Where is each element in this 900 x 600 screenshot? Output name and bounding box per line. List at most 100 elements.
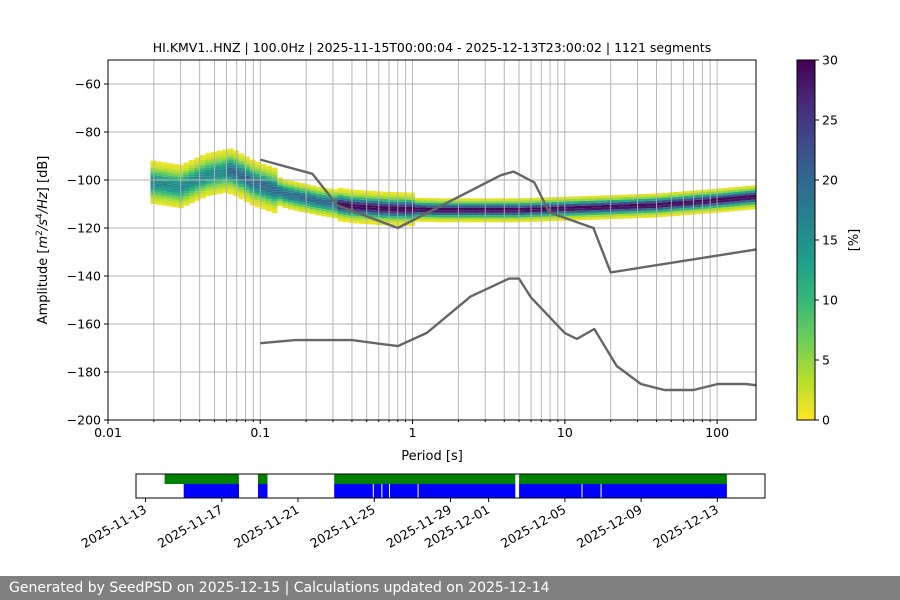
histogram-cell [161,171,168,175]
histogram-cell [436,203,443,206]
histogram-cell [233,157,239,161]
histogram-cell [590,200,597,204]
histogram-cell [420,219,427,222]
histogram-cell [695,211,702,215]
histogram-cell [497,205,504,208]
histogram-cell [596,195,603,199]
histogram-cell [387,192,394,195]
histogram-cell [392,223,399,226]
histogram-cell [640,215,647,218]
histogram-cell [403,206,410,210]
histogram-cell [161,167,168,170]
histogram-cell [255,202,261,205]
histogram-cell [502,212,509,216]
histogram-cell [458,205,465,208]
histogram-cell [310,204,316,208]
histogram-cell [337,199,344,203]
histogram-cell [519,200,526,203]
histogram-cell [442,217,449,220]
histogram-cell [563,199,570,202]
histogram-cell [524,202,531,206]
histogram-cell [425,202,432,206]
histogram-cell [524,217,531,220]
histogram-cell [486,205,493,208]
histogram-cell [183,191,190,194]
histogram-cell [739,198,746,201]
histogram-cell [563,206,570,209]
histogram-cell [552,206,559,210]
histogram-cell [304,198,311,202]
histogram-cell [271,186,278,190]
histogram-cell [717,202,724,206]
histogram-cell [629,196,636,200]
histogram-cell [541,216,548,220]
histogram-cell [640,213,647,216]
histogram-cell [645,212,652,216]
histogram-cell [194,157,201,160]
histogram-cell [266,206,272,209]
histogram-cell [233,191,239,194]
histogram-cell [337,202,344,205]
histogram-cell [155,168,162,172]
histogram-cell [183,174,190,177]
histogram-cell [166,163,173,166]
histogram-cell [266,168,272,171]
histogram-cell [574,215,581,218]
histogram-cell [370,222,377,225]
histogram-cell [227,177,234,180]
histogram-cell [315,208,322,211]
histogram-cell [497,217,504,220]
histogram-cell [568,203,575,207]
histogram-cell [706,208,713,211]
histogram-cell [249,190,256,194]
colorbar-tick-label: 25 [822,113,838,128]
histogram-cell [326,200,333,203]
y-tick-label: −140 [67,269,101,284]
histogram-cell [535,204,542,208]
histogram-cell [216,177,223,180]
histogram-cell [205,167,212,170]
histogram-cell [343,193,350,196]
histogram-cell [645,193,652,197]
noise-model-curves [259,158,756,392]
histogram-cell [255,173,261,177]
histogram-cell [155,163,162,167]
histogram-cell [370,219,377,223]
histogram-cell [612,199,619,203]
colorbar-ticks: 0 5 10 15 20 25 30 [815,53,838,428]
histogram-cell [425,207,432,211]
histogram-cell [491,212,498,216]
histogram-cell [244,197,250,200]
histogram-cell [403,214,410,217]
histogram-cell [233,193,239,197]
histogram-cell [541,197,548,200]
histogram-cell [640,210,647,214]
histogram-cell [271,208,278,211]
histogram-cell [706,206,713,209]
histogram-cell [431,219,438,223]
histogram-cell [249,159,256,163]
histogram-cell [249,193,256,196]
histogram-cell [722,195,729,198]
histogram-cell [530,207,537,210]
histogram-cell [255,204,261,208]
histogram-cell [354,206,361,210]
histogram-cell [728,204,735,207]
histogram-cell [354,194,361,198]
histogram-cell [172,188,179,191]
histogram-cell [398,223,405,226]
histogram-cell [155,178,162,181]
histogram-cell [370,200,377,203]
histogram-cell [711,203,718,206]
histogram-cell [425,212,432,215]
histogram-cell [733,198,740,202]
histogram-cell [579,217,586,221]
histogram-cell [480,217,487,220]
histogram-cell [662,195,669,198]
histogram-cell [733,206,740,209]
histogram-cell [260,182,267,186]
colorbar-tick-label: 10 [822,293,838,308]
histogram-cell [337,209,344,212]
histogram-cell [188,172,195,175]
histogram-cell [161,198,168,201]
